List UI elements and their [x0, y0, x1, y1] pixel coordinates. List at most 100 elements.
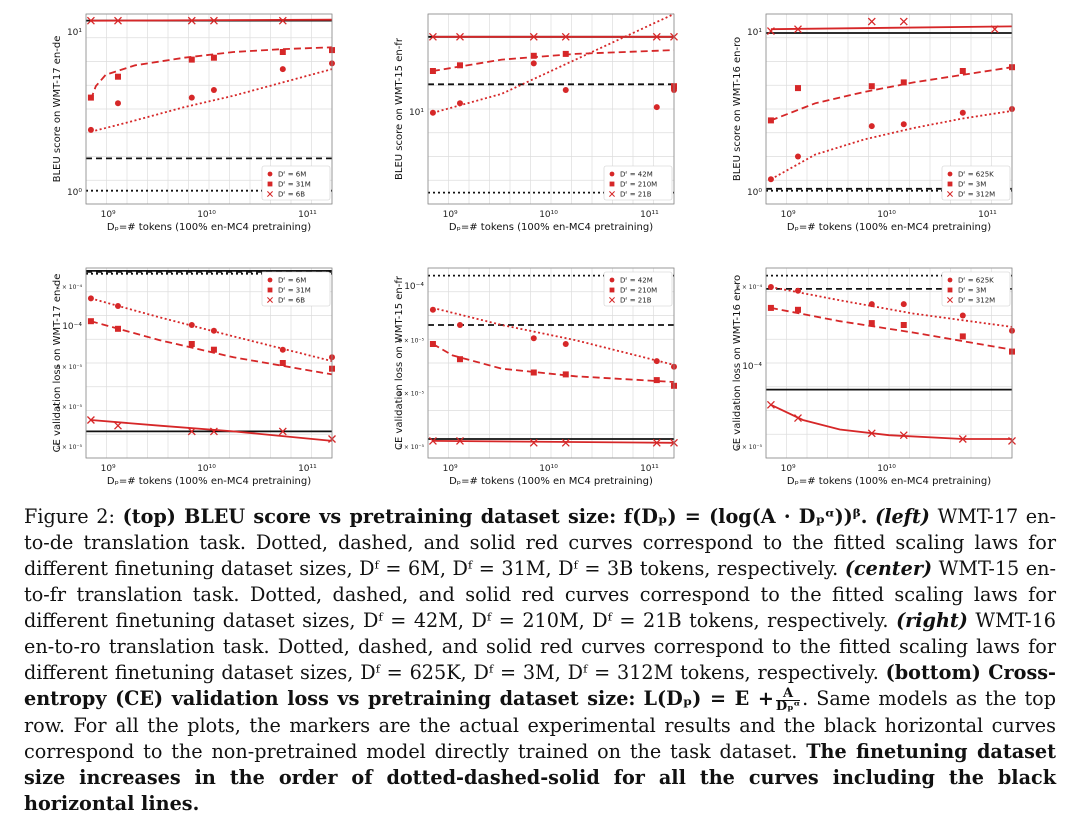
legend-box — [941, 165, 1011, 201]
marker-dot — [959, 109, 966, 116]
marker-square — [900, 79, 907, 86]
legend-entry: Dᶠ = 6B — [278, 297, 305, 305]
marker-x — [86, 16, 95, 25]
center-tag: (center) — [844, 557, 933, 580]
legend-entry: Dᶠ = 625K — [958, 277, 994, 285]
fit-curve-dashed — [90, 320, 333, 376]
marker-square — [868, 320, 875, 327]
y-tick-label: 10⁻⁴ — [742, 362, 762, 372]
legend-box — [261, 165, 331, 201]
marker-x — [529, 32, 538, 41]
marker-square — [429, 68, 436, 74]
legend-marker-x — [267, 191, 273, 197]
x-axis-label: Dₚ=# tokens (100% en-MC4 pretraining) — [449, 222, 653, 233]
marker-dot — [900, 301, 907, 308]
marker-dot — [279, 66, 286, 73]
left-text: WMT-17 en-to-de translation task. Dotted… — [24, 505, 1057, 580]
plot-svg-top-center: 10¹ 10⁹ 10¹⁰ 10¹¹ Dₚ=# tokens (100% en-MC4 p… — [394, 13, 678, 233]
marker-x — [652, 438, 661, 447]
marker-dot — [530, 335, 537, 342]
plot-panel-bottom-left: 2 × 10⁻⁴ 10⁻⁴ 6 × 10⁻⁵ 4 × 10⁻⁵ 3 × 10⁻⁵ 10⁹ 1… — [0, 262, 340, 497]
marker-dot — [87, 126, 94, 133]
y-tick-label: 2 × 10⁻⁴ — [56, 284, 82, 291]
legend-marker-square — [609, 181, 615, 187]
marker-dot — [210, 327, 217, 334]
fit-curve-solid — [770, 25, 1013, 31]
marker-square — [868, 83, 875, 90]
legend-marker-square — [267, 287, 273, 293]
axes-frame — [427, 13, 675, 205]
legend-marker-x — [267, 297, 273, 303]
marker-dot — [900, 121, 907, 128]
marker-dot — [429, 306, 436, 313]
marker-square — [87, 94, 94, 101]
x-axis-label: Dₚ=# tokens (100% en MC4 pretraining) — [449, 476, 653, 487]
marker-x — [278, 16, 287, 25]
marker-x — [652, 32, 661, 41]
bottom-formula-den: Dₚᵅ — [775, 698, 801, 714]
marker-dot — [767, 284, 774, 290]
marker-square — [562, 50, 569, 57]
y-axis-label: CE validation loss on WMT-17 en-de — [52, 274, 63, 453]
figure-grid: 10¹ 10⁰ 10⁹ 10¹⁰ 10¹¹ Dₚ=# tokens (100% en-MC… — [0, 8, 1020, 497]
marker-dot — [114, 100, 121, 107]
fit-curve-dashed — [90, 46, 333, 100]
plot-svg-bottom-left: 2 × 10⁻⁴ 10⁻⁴ 6 × 10⁻⁵ 4 × 10⁻⁵ 3 × 10⁻⁵ 10⁹ 1… — [52, 267, 336, 487]
axes-frame — [85, 267, 333, 459]
fit-curve-dotted — [770, 286, 1013, 328]
marker-square — [279, 49, 286, 55]
y-axis-label: CE validation loss on WMT-16 en-ro — [732, 275, 743, 451]
top-formula: f(Dₚ) = (log(A · Dₚᵅ))ᵝ. — [623, 505, 868, 528]
x-axis-label: Dₚ=# tokens (100% en-MC4 pretraining) — [107, 476, 311, 487]
marker-dot — [456, 322, 463, 328]
marker-x — [209, 16, 218, 25]
fit-curve-dashed — [770, 307, 1013, 351]
legend-marker-dot — [267, 277, 273, 283]
legend-marker-x — [609, 191, 615, 197]
x-axis-label: Dₚ=# tokens (100% en-MC4 pretraining) — [107, 222, 311, 233]
marker-square — [188, 341, 195, 347]
x-tick-label: 10⁹ — [443, 210, 458, 220]
x-tick-label: 10⁹ — [101, 464, 116, 474]
x-tick-label: 10¹¹ — [640, 464, 659, 474]
y-axis-label: BLEU score on WMT-16 en-ro — [732, 37, 743, 181]
marker-x — [114, 421, 122, 430]
legend-entry: Dᶠ = 21B — [620, 191, 652, 199]
marker-dot — [794, 287, 801, 294]
right-tag: (right) — [896, 609, 968, 632]
legend-entry: Dᶠ = 3M — [958, 287, 986, 295]
fit-curve-solid — [432, 440, 675, 444]
bottom-text: Same models as the top row. For all the … — [24, 687, 1057, 763]
marker-x — [86, 416, 95, 424]
axes-frame — [765, 13, 1013, 205]
axes-frame — [427, 267, 675, 459]
marker-square — [456, 356, 463, 363]
y-tick-label: 10⁰ — [747, 188, 762, 198]
marker-dot — [456, 100, 463, 107]
marker-square — [114, 325, 121, 332]
fit-curve-solid — [90, 18, 333, 22]
plot-panel-bottom-right: 2 × 10⁻⁴ 10⁻⁴ 6 × 10⁻⁵ 10⁹ 10¹⁰ Dₚ=# tokens (… — [680, 262, 1020, 497]
plot-panel-top-center: 10¹ 10⁹ 10¹⁰ 10¹¹ Dₚ=# tokens (100% en-MC4 p… — [342, 8, 682, 243]
marker-x — [899, 17, 908, 26]
marker-x — [899, 431, 908, 440]
marker-square — [959, 333, 966, 340]
x-tick-label: 10¹⁰ — [197, 464, 216, 474]
legend-entry: Dᶠ = 31M — [278, 181, 311, 189]
y-tick-label: 2 × 10⁻⁴ — [736, 284, 762, 291]
fit-curve-dotted — [432, 307, 675, 366]
marker-dot — [767, 176, 774, 183]
marker-dot — [87, 295, 94, 302]
marker-square — [767, 304, 774, 311]
marker-x — [867, 429, 876, 438]
marker-square — [279, 360, 286, 366]
marker-dot — [279, 346, 286, 353]
plot-svg-top-left: 10¹ 10⁰ 10⁹ 10¹⁰ 10¹¹ Dₚ=# tokens (100% en-MC… — [52, 13, 335, 233]
legend-box — [261, 271, 331, 307]
legend-entry: Dᶠ = 210M — [620, 287, 657, 295]
x-tick-label: 10¹¹ — [298, 464, 317, 474]
fit-curve-dashed — [770, 66, 1013, 122]
x-tick-label: 10¹⁰ — [877, 210, 896, 220]
marker-x — [428, 436, 437, 445]
marker-x — [187, 427, 196, 436]
